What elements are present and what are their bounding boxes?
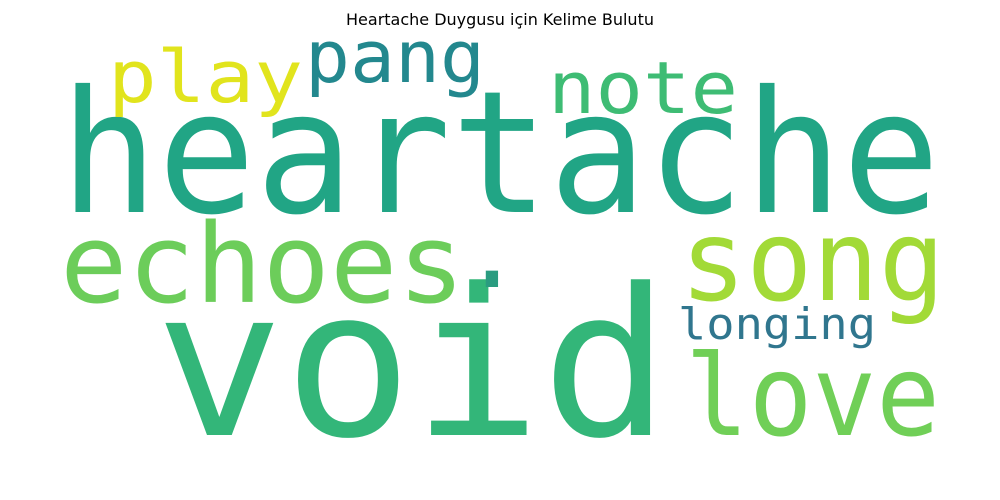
word-play: play (108, 35, 303, 119)
word-period: . (462, 185, 522, 313)
word-song: song (680, 197, 945, 327)
word-note: note (548, 46, 738, 130)
chart-title: Heartache Duygusu için Kelime Bulutu (346, 10, 654, 29)
word-echoes: echoes (60, 200, 465, 328)
word-pang: pang (305, 15, 485, 99)
word-love: love (685, 332, 940, 462)
word-heartache: heartache (60, 55, 940, 253)
word-void: void (155, 246, 670, 484)
word-longing: longing (678, 299, 876, 350)
